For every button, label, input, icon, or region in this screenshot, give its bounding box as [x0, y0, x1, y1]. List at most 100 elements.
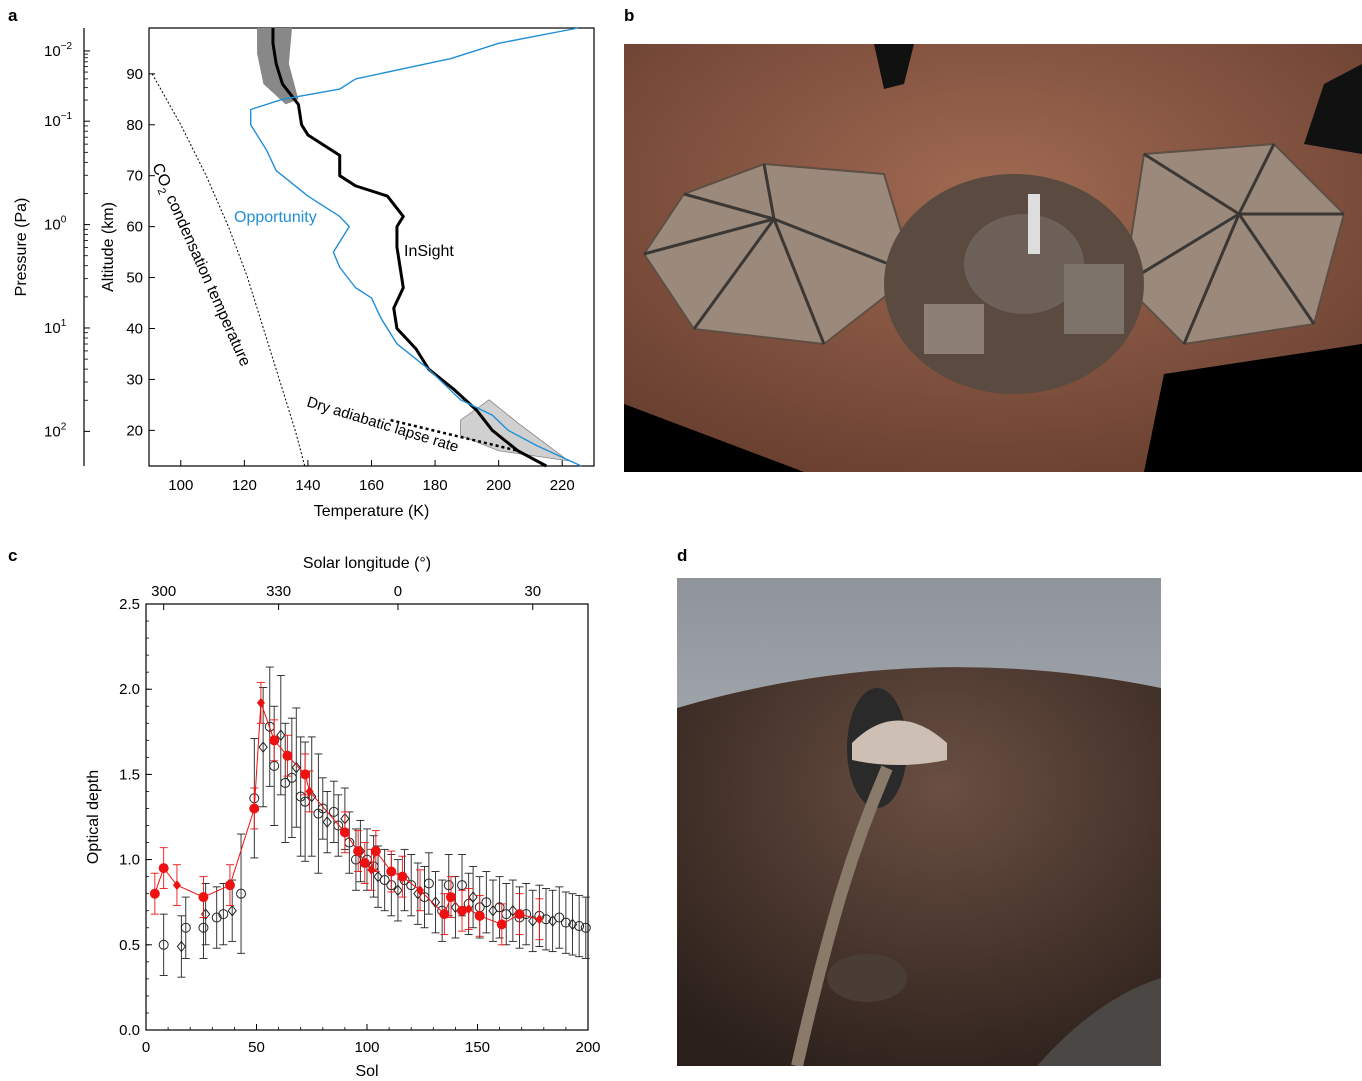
data-point-black-circle [580, 922, 591, 933]
dry-adiabatic-label: Dry adiabatic lapse rate [305, 394, 461, 456]
x-axis-label: Temperature (K) [314, 503, 430, 520]
data-point-black-circle [218, 909, 229, 920]
temperature-profile-chart: 100 120 140 160 180 200 220 20 30 40 50 60 70 80 90 102… [13, 27, 595, 520]
data-point-black-circle [554, 912, 565, 923]
top-tick-label: 0 [394, 583, 402, 600]
x-axis-label: Sol [355, 1063, 378, 1080]
y-tick-label: 2.0 [119, 681, 140, 698]
data-point-black-diamond [276, 729, 286, 742]
series-co2-condensation-temperature [151, 73, 306, 467]
panel-letter-b: b [624, 6, 635, 25]
x-tick-label: 180 [423, 477, 448, 494]
panel-a-ticks: 100 120 140 160 180 200 220 20 30 40 50 60 70 80 90 102… [13, 41, 575, 520]
x-tick-label: 200 [575, 1039, 600, 1056]
x-tick-label: 50 [248, 1039, 265, 1056]
data-point-black-circle [494, 902, 505, 913]
data-point-black-diamond [373, 870, 383, 883]
data-point-black-diamond [201, 908, 211, 920]
data-point-red-diamond [535, 914, 544, 925]
data-point-black-diamond [291, 761, 301, 774]
series-dry-adiabatic-lapse-rate [390, 418, 519, 452]
top-tick-label: 300 [151, 583, 176, 600]
data-point-red-circle [269, 735, 280, 746]
co2-condensation-label: CO2 condensation temperature [145, 161, 254, 371]
y-tick-label: 1.5 [119, 766, 140, 783]
top-tick-label: 30 [524, 583, 541, 600]
y-tick-label: 90 [126, 66, 143, 83]
x-tick-label: 0 [142, 1039, 150, 1056]
pressure-tick-label: 101 [44, 318, 67, 337]
x-tick-label: 140 [295, 477, 320, 494]
data-point-red-circle [397, 871, 408, 882]
series-opportunity [250, 27, 582, 467]
data-point-red-circle [339, 827, 350, 838]
y-tick-label: 60 [126, 219, 143, 236]
data-point-red-circle [514, 909, 525, 920]
y-axis-label: Optical depth [85, 770, 102, 864]
insight-label: InSight [404, 243, 454, 260]
data-point-black-circle [333, 820, 344, 831]
y-tick-label: 20 [126, 422, 143, 439]
panel-letter-a: a [8, 6, 18, 25]
data-point-red-diamond [305, 786, 314, 797]
data-point-red-circle [474, 910, 485, 921]
data-point-black-circle [379, 875, 390, 886]
opportunity-label: Opportunity [234, 209, 317, 226]
x-tick-label: 160 [359, 477, 384, 494]
data-point-red-diamond [464, 904, 473, 915]
data-point-red-circle [359, 858, 370, 869]
data-point-black-circle [457, 880, 468, 891]
series-insight [271, 28, 548, 468]
data-point-black-diamond [176, 940, 187, 953]
y-tick-label: 0.5 [119, 937, 140, 954]
data-point-red-circle [353, 846, 364, 857]
data-point-black-diamond [508, 904, 518, 917]
panel-a-axes [83, 27, 595, 467]
data-point-black-circle [406, 880, 417, 891]
data-point-red-circle [457, 905, 468, 916]
data-point-black-circle [269, 760, 280, 771]
data-point-black-circle [423, 878, 434, 889]
x-tick-label: 100 [168, 477, 193, 494]
y-tick-label: 0.0 [119, 1022, 140, 1039]
data-point-black-circle [481, 897, 492, 908]
plot-frame [145, 603, 589, 1031]
data-point-black-diamond [430, 896, 441, 909]
data-point-red-circle [445, 892, 456, 903]
x-tick-label: 200 [486, 477, 511, 494]
data-point-black-circle [180, 922, 191, 933]
data-point-black-circle [211, 912, 222, 923]
panel-letter-d: d [677, 546, 688, 565]
data-point-red-diamond [367, 864, 376, 875]
insight-lander-photo [624, 44, 1362, 472]
panel-c-ticks: 0 50 100 150 200 0.0 0.5 1.0 1.5 2.0 2.5 300 330 0 30 S… [85, 555, 601, 1080]
data-point-black-diamond [322, 816, 332, 828]
data-point-black-diamond [393, 884, 403, 897]
data-point-black-circle [574, 921, 585, 932]
data-point-black-diamond [567, 918, 578, 931]
data-point-red-diamond [416, 885, 425, 896]
x-tick-label: 220 [550, 477, 575, 494]
panel-letter-c: c [8, 546, 18, 565]
seismometer-photo [677, 578, 1161, 1066]
x-tick-label: 100 [354, 1039, 379, 1056]
data-point-red-circle [224, 880, 235, 891]
x-tick-label: 150 [465, 1039, 490, 1056]
y-tick-label: 80 [126, 117, 143, 134]
data-point-red-circle [300, 769, 311, 780]
y-axis-label: Altitude (km) [100, 202, 117, 292]
y-tick-label: 50 [126, 270, 143, 287]
data-point-red-circle [249, 803, 260, 814]
data-point-red-circle [282, 750, 293, 761]
data-point-black-circle [236, 888, 247, 899]
plot-frame [148, 27, 595, 467]
panel-c-series [149, 666, 591, 978]
pressure-tick-label: 10−2 [44, 41, 73, 60]
data-point-red-circle [439, 909, 450, 920]
y-tick-label: 70 [126, 168, 143, 185]
pressure-tick-label: 102 [44, 421, 67, 440]
data-point-red-diamond [256, 697, 265, 708]
y-tick-label: 2.5 [119, 596, 140, 613]
data-point-black-diamond [227, 904, 237, 917]
optical-depth-chart: 0 50 100 150 200 0.0 0.5 1.0 1.5 2.0 2.5 300 330 0 30 S… [85, 555, 601, 1080]
